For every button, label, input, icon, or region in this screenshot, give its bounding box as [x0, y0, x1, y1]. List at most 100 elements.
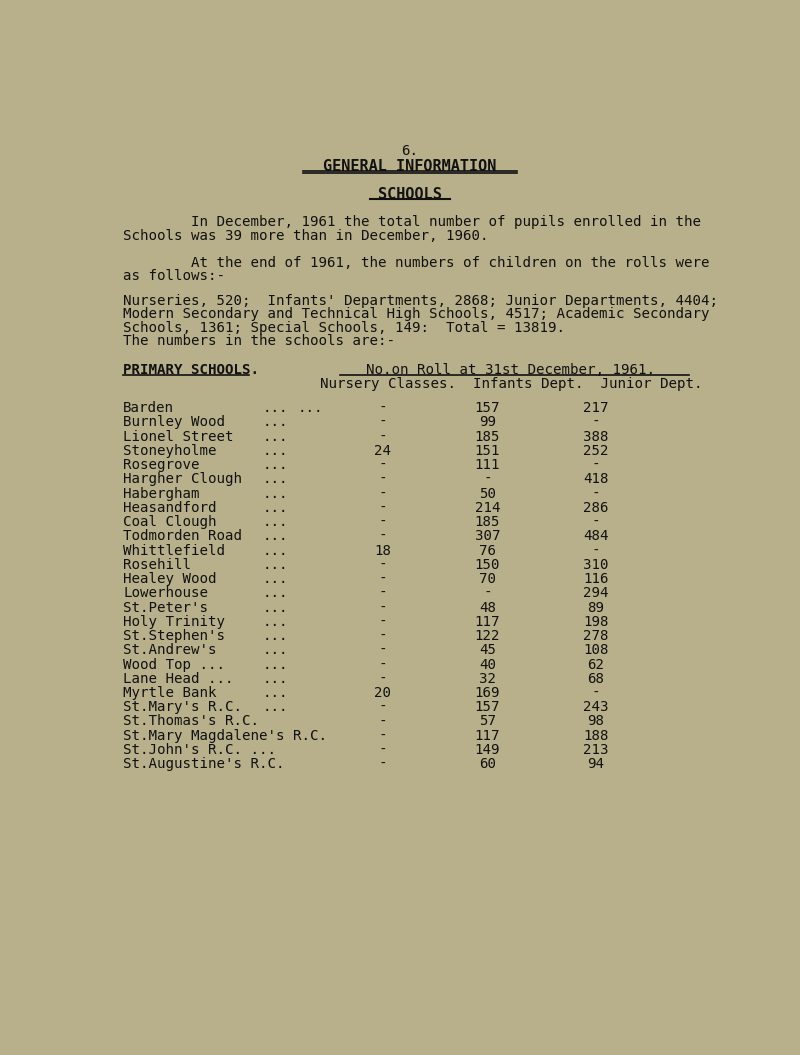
- Text: ...: ...: [298, 401, 323, 415]
- Text: -: -: [378, 600, 387, 614]
- Text: 150: 150: [474, 558, 500, 572]
- Text: 388: 388: [583, 429, 609, 443]
- Text: 60: 60: [479, 757, 496, 771]
- Text: -: -: [378, 615, 387, 629]
- Text: No.on Roll at 31st December, 1961.: No.on Roll at 31st December, 1961.: [366, 363, 655, 378]
- Text: 89: 89: [587, 600, 605, 614]
- Text: 307: 307: [474, 530, 500, 543]
- Text: 99: 99: [479, 416, 496, 429]
- Text: Nursery Classes.  Infants Dept.  Junior Dept.: Nursery Classes. Infants Dept. Junior De…: [319, 377, 702, 390]
- Text: ...: ...: [262, 600, 288, 614]
- Text: 70: 70: [479, 572, 496, 586]
- Text: ...: ...: [262, 444, 288, 458]
- Text: ...: ...: [262, 458, 288, 472]
- Text: 484: 484: [583, 530, 609, 543]
- Text: ...: ...: [262, 587, 288, 600]
- Text: 68: 68: [587, 672, 605, 686]
- Text: ...: ...: [262, 515, 288, 529]
- Text: ...: ...: [262, 486, 288, 500]
- Text: 418: 418: [583, 473, 609, 486]
- Text: St.John's R.C. ...: St.John's R.C. ...: [123, 743, 276, 757]
- Text: -: -: [378, 572, 387, 586]
- Text: 217: 217: [583, 401, 609, 415]
- Text: -: -: [378, 416, 387, 429]
- Text: St.Augustine's R.C.: St.Augustine's R.C.: [123, 757, 285, 771]
- Text: 18: 18: [374, 543, 391, 557]
- Text: 188: 188: [583, 729, 609, 743]
- Text: 117: 117: [474, 615, 500, 629]
- Text: -: -: [378, 644, 387, 657]
- Text: ...: ...: [262, 657, 288, 672]
- Text: -: -: [378, 530, 387, 543]
- Text: At the end of 1961, the numbers of children on the rolls were: At the end of 1961, the numbers of child…: [123, 256, 710, 270]
- Text: 157: 157: [474, 401, 500, 415]
- Text: ...: ...: [262, 501, 288, 515]
- Text: ...: ...: [262, 429, 288, 443]
- Text: 198: 198: [583, 615, 609, 629]
- Text: 50: 50: [479, 486, 496, 500]
- Text: In December, 1961 the total number of pupils enrolled in the: In December, 1961 the total number of pu…: [123, 215, 702, 229]
- Text: -: -: [378, 501, 387, 515]
- Text: Heasandford: Heasandford: [123, 501, 217, 515]
- Text: ...: ...: [262, 572, 288, 586]
- Text: Hargher Clough: Hargher Clough: [123, 473, 242, 486]
- Text: ...: ...: [262, 401, 288, 415]
- Text: St.Mary's R.C.: St.Mary's R.C.: [123, 701, 242, 714]
- Text: St.Stephen's: St.Stephen's: [123, 629, 226, 644]
- Text: SCHOOLS: SCHOOLS: [378, 187, 442, 202]
- Text: 117: 117: [474, 729, 500, 743]
- Text: -: -: [378, 757, 387, 771]
- Text: -: -: [378, 473, 387, 486]
- Text: 122: 122: [474, 629, 500, 644]
- Text: Schools was 39 more than in December, 1960.: Schools was 39 more than in December, 19…: [123, 229, 489, 243]
- Text: 32: 32: [479, 672, 496, 686]
- Text: -: -: [592, 686, 600, 701]
- Text: -: -: [378, 429, 387, 443]
- Text: as follows:-: as follows:-: [123, 269, 226, 284]
- Text: ...: ...: [262, 543, 288, 557]
- Text: -: -: [378, 701, 387, 714]
- Text: St.Thomas's R.C.: St.Thomas's R.C.: [123, 714, 259, 729]
- Text: St.Mary Magdalene's R.C.: St.Mary Magdalene's R.C.: [123, 729, 327, 743]
- Text: ...: ...: [262, 416, 288, 429]
- Text: -: -: [592, 486, 600, 500]
- Text: 45: 45: [479, 644, 496, 657]
- Text: 214: 214: [474, 501, 500, 515]
- Text: Healey Wood: Healey Wood: [123, 572, 217, 586]
- Text: Barden: Barden: [123, 401, 174, 415]
- Text: 243: 243: [583, 701, 609, 714]
- Text: Lane Head ...: Lane Head ...: [123, 672, 234, 686]
- Text: 169: 169: [474, 686, 500, 701]
- Text: -: -: [483, 473, 492, 486]
- Text: 149: 149: [474, 743, 500, 757]
- Text: Coal Clough: Coal Clough: [123, 515, 217, 529]
- Text: Habergham: Habergham: [123, 486, 200, 500]
- Text: ...: ...: [262, 644, 288, 657]
- Text: PRIMARY SCHOOLS.: PRIMARY SCHOOLS.: [123, 363, 259, 378]
- Text: -: -: [378, 629, 387, 644]
- Text: 6.: 6.: [402, 143, 418, 157]
- Text: 94: 94: [587, 757, 605, 771]
- Text: 116: 116: [583, 572, 609, 586]
- Text: 20: 20: [374, 686, 391, 701]
- Text: Schools, 1361; Special Schools, 149:  Total = 13819.: Schools, 1361; Special Schools, 149: Tot…: [123, 321, 566, 334]
- Text: 48: 48: [479, 600, 496, 614]
- Text: St.Peter's: St.Peter's: [123, 600, 208, 614]
- Text: -: -: [592, 416, 600, 429]
- Text: Lowerhouse: Lowerhouse: [123, 587, 208, 600]
- Text: The numbers in the schools are:-: The numbers in the schools are:-: [123, 334, 395, 348]
- Text: GENERAL INFORMATION: GENERAL INFORMATION: [323, 159, 497, 174]
- Text: Wood Top ...: Wood Top ...: [123, 657, 226, 672]
- Text: 111: 111: [474, 458, 500, 472]
- Text: ...: ...: [262, 701, 288, 714]
- Text: -: -: [378, 743, 387, 757]
- Text: 252: 252: [583, 444, 609, 458]
- Text: ...: ...: [262, 686, 288, 701]
- Text: 310: 310: [583, 558, 609, 572]
- Text: 76: 76: [479, 543, 496, 557]
- Text: -: -: [378, 486, 387, 500]
- Text: 24: 24: [374, 444, 391, 458]
- Text: 294: 294: [583, 587, 609, 600]
- Text: 108: 108: [583, 644, 609, 657]
- Text: -: -: [378, 401, 387, 415]
